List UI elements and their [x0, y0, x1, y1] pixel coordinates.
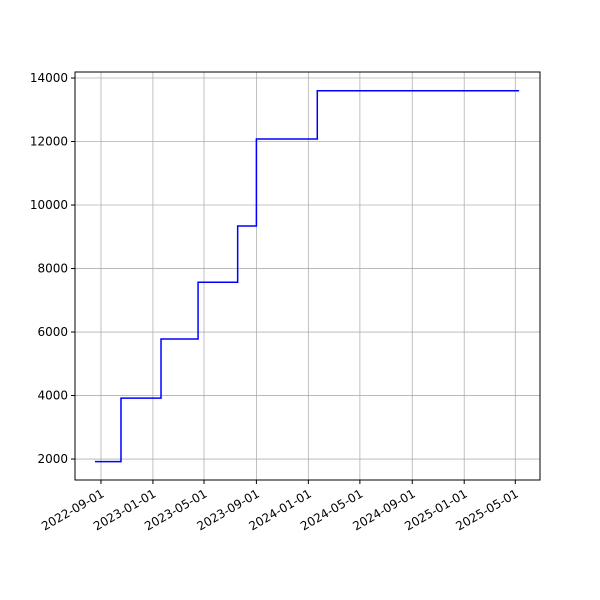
- y-tick-label: 10000: [30, 198, 68, 212]
- y-tick-label: 12000: [30, 135, 68, 149]
- y-tick-label: 4000: [37, 389, 68, 403]
- data-line: [95, 89, 520, 463]
- plot-frame: [74, 71, 541, 481]
- y-tick-label: 8000: [37, 262, 68, 276]
- y-tick-label: 6000: [37, 325, 68, 339]
- y-tick-label: 14000: [30, 71, 68, 85]
- y-tick-label: 2000: [37, 452, 68, 466]
